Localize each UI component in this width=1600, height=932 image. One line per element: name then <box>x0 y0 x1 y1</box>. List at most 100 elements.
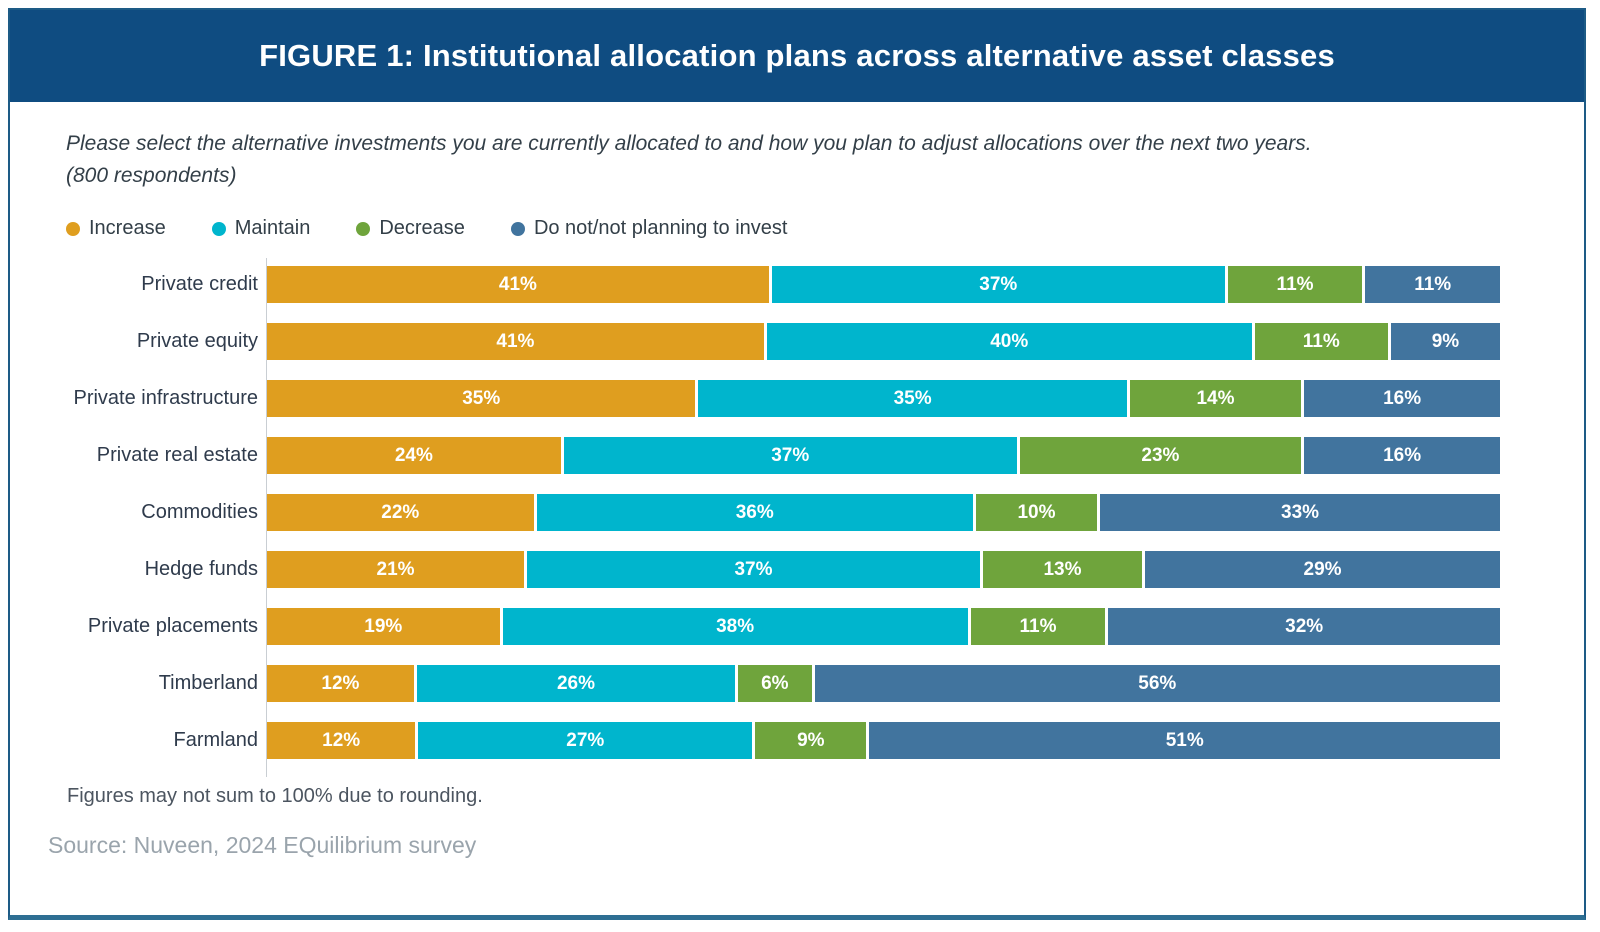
segment-value: 24% <box>394 444 433 466</box>
bar-segment-do-not-not-planning-to-invest: 32% <box>1108 608 1501 645</box>
segment-value: 11% <box>1276 273 1314 295</box>
segment-value: 29% <box>1303 558 1342 580</box>
segment-value: 11% <box>1414 273 1452 295</box>
segment-value: 21% <box>376 558 415 580</box>
legend-swatch-icon <box>356 221 371 236</box>
segment-value: 22% <box>381 501 420 523</box>
segment-value: 27% <box>566 729 605 751</box>
figure-container: FIGURE 1: Institutional allocation plans… <box>8 8 1586 920</box>
segment-value: 33% <box>1281 501 1320 523</box>
category-label: Private equity <box>136 330 258 352</box>
segment-value: 12% <box>321 672 360 694</box>
bar-segment-maintain: 27% <box>418 722 753 759</box>
segment-value: 41% <box>498 273 537 295</box>
bar-segment-decrease: 23% <box>1019 437 1302 474</box>
bar-segment-decrease: 14% <box>1129 380 1302 417</box>
bar-segment-decrease: 11% <box>1254 323 1388 360</box>
bar-segment-increase: 19% <box>267 608 500 645</box>
stacked-bar: 19% 38% 11% 32% <box>267 608 1501 645</box>
segment-value: 14% <box>1196 387 1235 409</box>
bar-segment-increase: 41% <box>267 266 769 303</box>
figure-header: FIGURE 1: Institutional allocation plans… <box>10 10 1584 102</box>
chart-row-private-infrastructure: Private infrastructure 35% 35% 14% 16% <box>58 370 1501 427</box>
segment-value: 40% <box>990 330 1029 352</box>
bar-segment-maintain: 37% <box>563 437 1017 474</box>
segment-value: 38% <box>716 615 755 637</box>
bar-segment-maintain: 38% <box>502 608 968 645</box>
bar-segment-do-not-not-planning-to-invest: 16% <box>1304 437 1500 474</box>
category-label: Commodities <box>141 501 258 523</box>
segment-value: 11% <box>1302 330 1340 352</box>
legend-swatch-icon <box>510 221 525 236</box>
legend-label: Do not/not planning to invest <box>533 217 788 239</box>
survey-question-line2: (800 respondents) <box>66 163 237 187</box>
segment-value: 32% <box>1285 615 1324 637</box>
bar-segment-maintain: 37% <box>527 551 980 588</box>
bar-segment-decrease: 11% <box>1227 266 1363 303</box>
category-label: Private real estate <box>96 444 258 466</box>
figure-title: FIGURE 1: Institutional allocation plans… <box>259 38 1335 73</box>
bar-segment-do-not-not-planning-to-invest: 56% <box>814 665 1500 702</box>
rounding-footnote: Figures may not sum to 100% due to round… <box>67 785 483 807</box>
bar-segment-maintain: 26% <box>416 665 736 702</box>
stacked-bar: 21% 37% 13% 29% <box>267 551 1500 588</box>
segment-value: 10% <box>1017 501 1056 523</box>
chart-row-commodities: Commodities 22% 36% 10% 33% <box>58 484 1500 541</box>
chart-row-hedge-funds: Hedge funds 21% 37% 13% 29% <box>58 541 1500 598</box>
segment-value: 23% <box>1141 444 1180 466</box>
bar-segment-maintain: 36% <box>536 494 973 531</box>
bar-segment-increase: 21% <box>267 551 525 588</box>
bar-segment-maintain: 35% <box>698 380 1127 417</box>
bar-segment-decrease: 13% <box>982 551 1143 588</box>
legend-item-increase: Increase <box>66 217 166 240</box>
legend-swatch-icon <box>66 221 80 236</box>
segment-value: 16% <box>1383 387 1422 409</box>
stacked-bar: 12% 27% 9% 51% <box>267 722 1500 759</box>
bar-segment-increase: 22% <box>267 494 534 531</box>
chart-row-timberland: Timberland 12% 26% 6% 56% <box>58 655 1500 712</box>
bar-segment-maintain: 40% <box>766 323 1252 360</box>
stacked-bar: 35% 35% 14% 16% <box>267 380 1501 417</box>
stacked-bar: 12% 26% 6% 56% <box>267 665 1500 702</box>
segment-value: 56% <box>1138 672 1177 694</box>
segment-value: 12% <box>322 729 361 751</box>
chart-legend: Increase Maintain Decrease Do not/not plann… <box>66 217 1500 240</box>
legend-label: Maintain <box>234 217 311 239</box>
bar-segment-decrease: 9% <box>755 722 867 759</box>
figure-body: Please select the alternative investment… <box>10 102 1584 859</box>
segment-value: 41% <box>496 330 535 352</box>
chart-row-farmland: Farmland 12% 27% 9% 51% <box>58 712 1500 769</box>
bar-segment-decrease: 6% <box>738 665 812 702</box>
bar-segment-increase: 12% <box>267 722 416 759</box>
chart-row-private-credit: Private credit 41% 37% 11% 11% <box>58 256 1500 313</box>
legend-item-maintain: Maintain <box>211 217 311 240</box>
bar-segment-do-not-not-planning-to-invest: 51% <box>869 722 1500 759</box>
category-label: Private infrastructure <box>73 387 258 409</box>
segment-value: 37% <box>771 444 810 466</box>
category-label: Timberland <box>158 672 258 694</box>
legend-swatch-icon <box>211 221 226 236</box>
segment-value: 19% <box>364 615 403 637</box>
segment-value: 6% <box>761 672 789 694</box>
chart-row-private-equity: Private equity 41% 40% 11% 9% <box>58 313 1500 370</box>
segment-value: 35% <box>462 387 501 409</box>
chart-row-private-placements: Private placements 19% 38% 11% 32% <box>58 598 1501 655</box>
bar-segment-decrease: 10% <box>975 494 1098 531</box>
source-note: Source: Nuveen, 2024 EQuilibrium survey <box>48 832 477 858</box>
bar-segment-do-not-not-planning-to-invest: 11% <box>1365 266 1500 303</box>
bar-segment-do-not-not-planning-to-invest: 29% <box>1145 551 1500 588</box>
legend-label: Increase <box>89 217 166 239</box>
bar-segment-do-not-not-planning-to-invest: 33% <box>1100 494 1500 531</box>
category-label: Private credit <box>141 273 258 295</box>
segment-value: 37% <box>734 558 773 580</box>
segment-value: 37% <box>979 273 1018 295</box>
stacked-bar: 41% 40% 11% 9% <box>267 323 1500 360</box>
bar-segment-do-not-not-planning-to-invest: 16% <box>1304 380 1501 417</box>
legend-label: Decrease <box>379 217 465 239</box>
stacked-bar: 22% 36% 10% 33% <box>267 494 1500 531</box>
segment-value: 9% <box>797 729 825 751</box>
bar-segment-do-not-not-planning-to-invest: 9% <box>1390 323 1500 360</box>
segment-value: 16% <box>1383 444 1422 466</box>
legend-item-do-not-not-planning-to-invest: Do not/not planning to invest <box>510 217 788 240</box>
survey-question: Please select the alternative investment… <box>66 128 1500 191</box>
